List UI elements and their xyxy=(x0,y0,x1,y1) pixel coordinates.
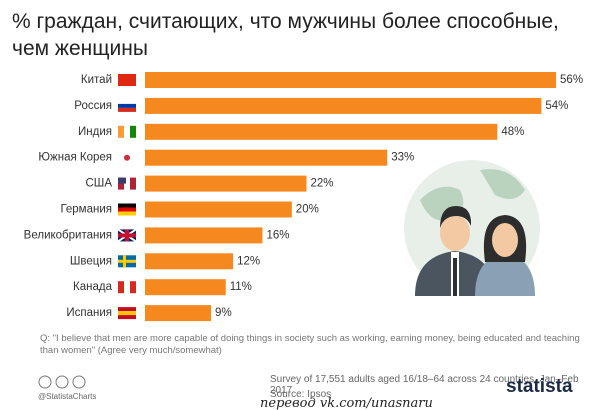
flag xyxy=(118,203,136,208)
category-label: Германия xyxy=(60,204,112,216)
flag xyxy=(118,207,136,212)
category-label: Швеция xyxy=(70,255,112,267)
value-label: 56% xyxy=(560,74,583,86)
flag xyxy=(118,74,136,86)
category-label: США xyxy=(85,178,112,190)
flag xyxy=(130,125,136,138)
flag xyxy=(124,154,130,161)
flag xyxy=(118,107,136,112)
flag xyxy=(118,177,126,184)
category-label: Индия xyxy=(78,126,112,138)
bar xyxy=(145,123,498,140)
flag xyxy=(118,311,136,316)
bar xyxy=(145,72,557,88)
icon xyxy=(72,375,86,389)
flag xyxy=(124,281,130,294)
bar xyxy=(145,227,263,244)
flag xyxy=(124,177,130,190)
bar xyxy=(145,97,542,114)
icon xyxy=(55,375,69,389)
bar xyxy=(145,305,212,322)
category-label: Великобритания xyxy=(24,229,112,241)
value-label: 22% xyxy=(310,178,333,190)
survey: Survey of 17,551 adults aged 16/18–64 ac… xyxy=(270,374,579,396)
bar xyxy=(145,201,292,218)
value-label: 33% xyxy=(391,152,414,164)
globe-land xyxy=(420,169,525,221)
tie xyxy=(453,258,457,296)
man-hair xyxy=(440,206,472,228)
value-label: 54% xyxy=(545,100,568,112)
cc-icons xyxy=(38,375,86,389)
value-label: 48% xyxy=(501,126,524,138)
flag xyxy=(118,125,124,138)
category-label: Испания xyxy=(66,307,112,319)
category-label: Канада xyxy=(73,281,113,293)
flag xyxy=(118,233,136,238)
bar xyxy=(145,175,307,192)
flag xyxy=(118,315,136,320)
flag xyxy=(130,281,136,294)
watermark: перевод vk.com/unasnaru xyxy=(260,396,433,410)
flag xyxy=(130,177,136,190)
category-label: Китай xyxy=(81,74,112,86)
value-label: 9% xyxy=(215,307,232,319)
value-label: 16% xyxy=(266,229,289,241)
illustration xyxy=(404,160,540,297)
chart-title: % граждан, считающих, что мужчины более … xyxy=(12,10,559,60)
flag xyxy=(124,125,130,138)
flag xyxy=(118,281,124,294)
note: Q: "I believe that men are more capable … xyxy=(40,333,580,356)
bar xyxy=(145,149,388,166)
flag xyxy=(118,103,136,108)
flag xyxy=(118,211,136,216)
man-head xyxy=(440,215,470,251)
bar xyxy=(145,279,226,296)
flag xyxy=(118,259,136,263)
category-label: Южная Корея xyxy=(38,152,112,164)
category-label: Россия xyxy=(74,100,112,112)
woman-head xyxy=(492,223,518,257)
value-label: 20% xyxy=(296,204,319,216)
brand: statista xyxy=(506,376,573,397)
source: Source: Ipsos xyxy=(270,389,332,400)
value-label: 12% xyxy=(237,255,260,267)
flag xyxy=(118,99,136,104)
flag xyxy=(118,307,136,312)
value-label: 11% xyxy=(230,281,252,293)
bar xyxy=(145,253,234,270)
handle: @StatistaCharts xyxy=(38,392,97,401)
icon xyxy=(38,375,52,389)
woman-body xyxy=(475,253,535,296)
